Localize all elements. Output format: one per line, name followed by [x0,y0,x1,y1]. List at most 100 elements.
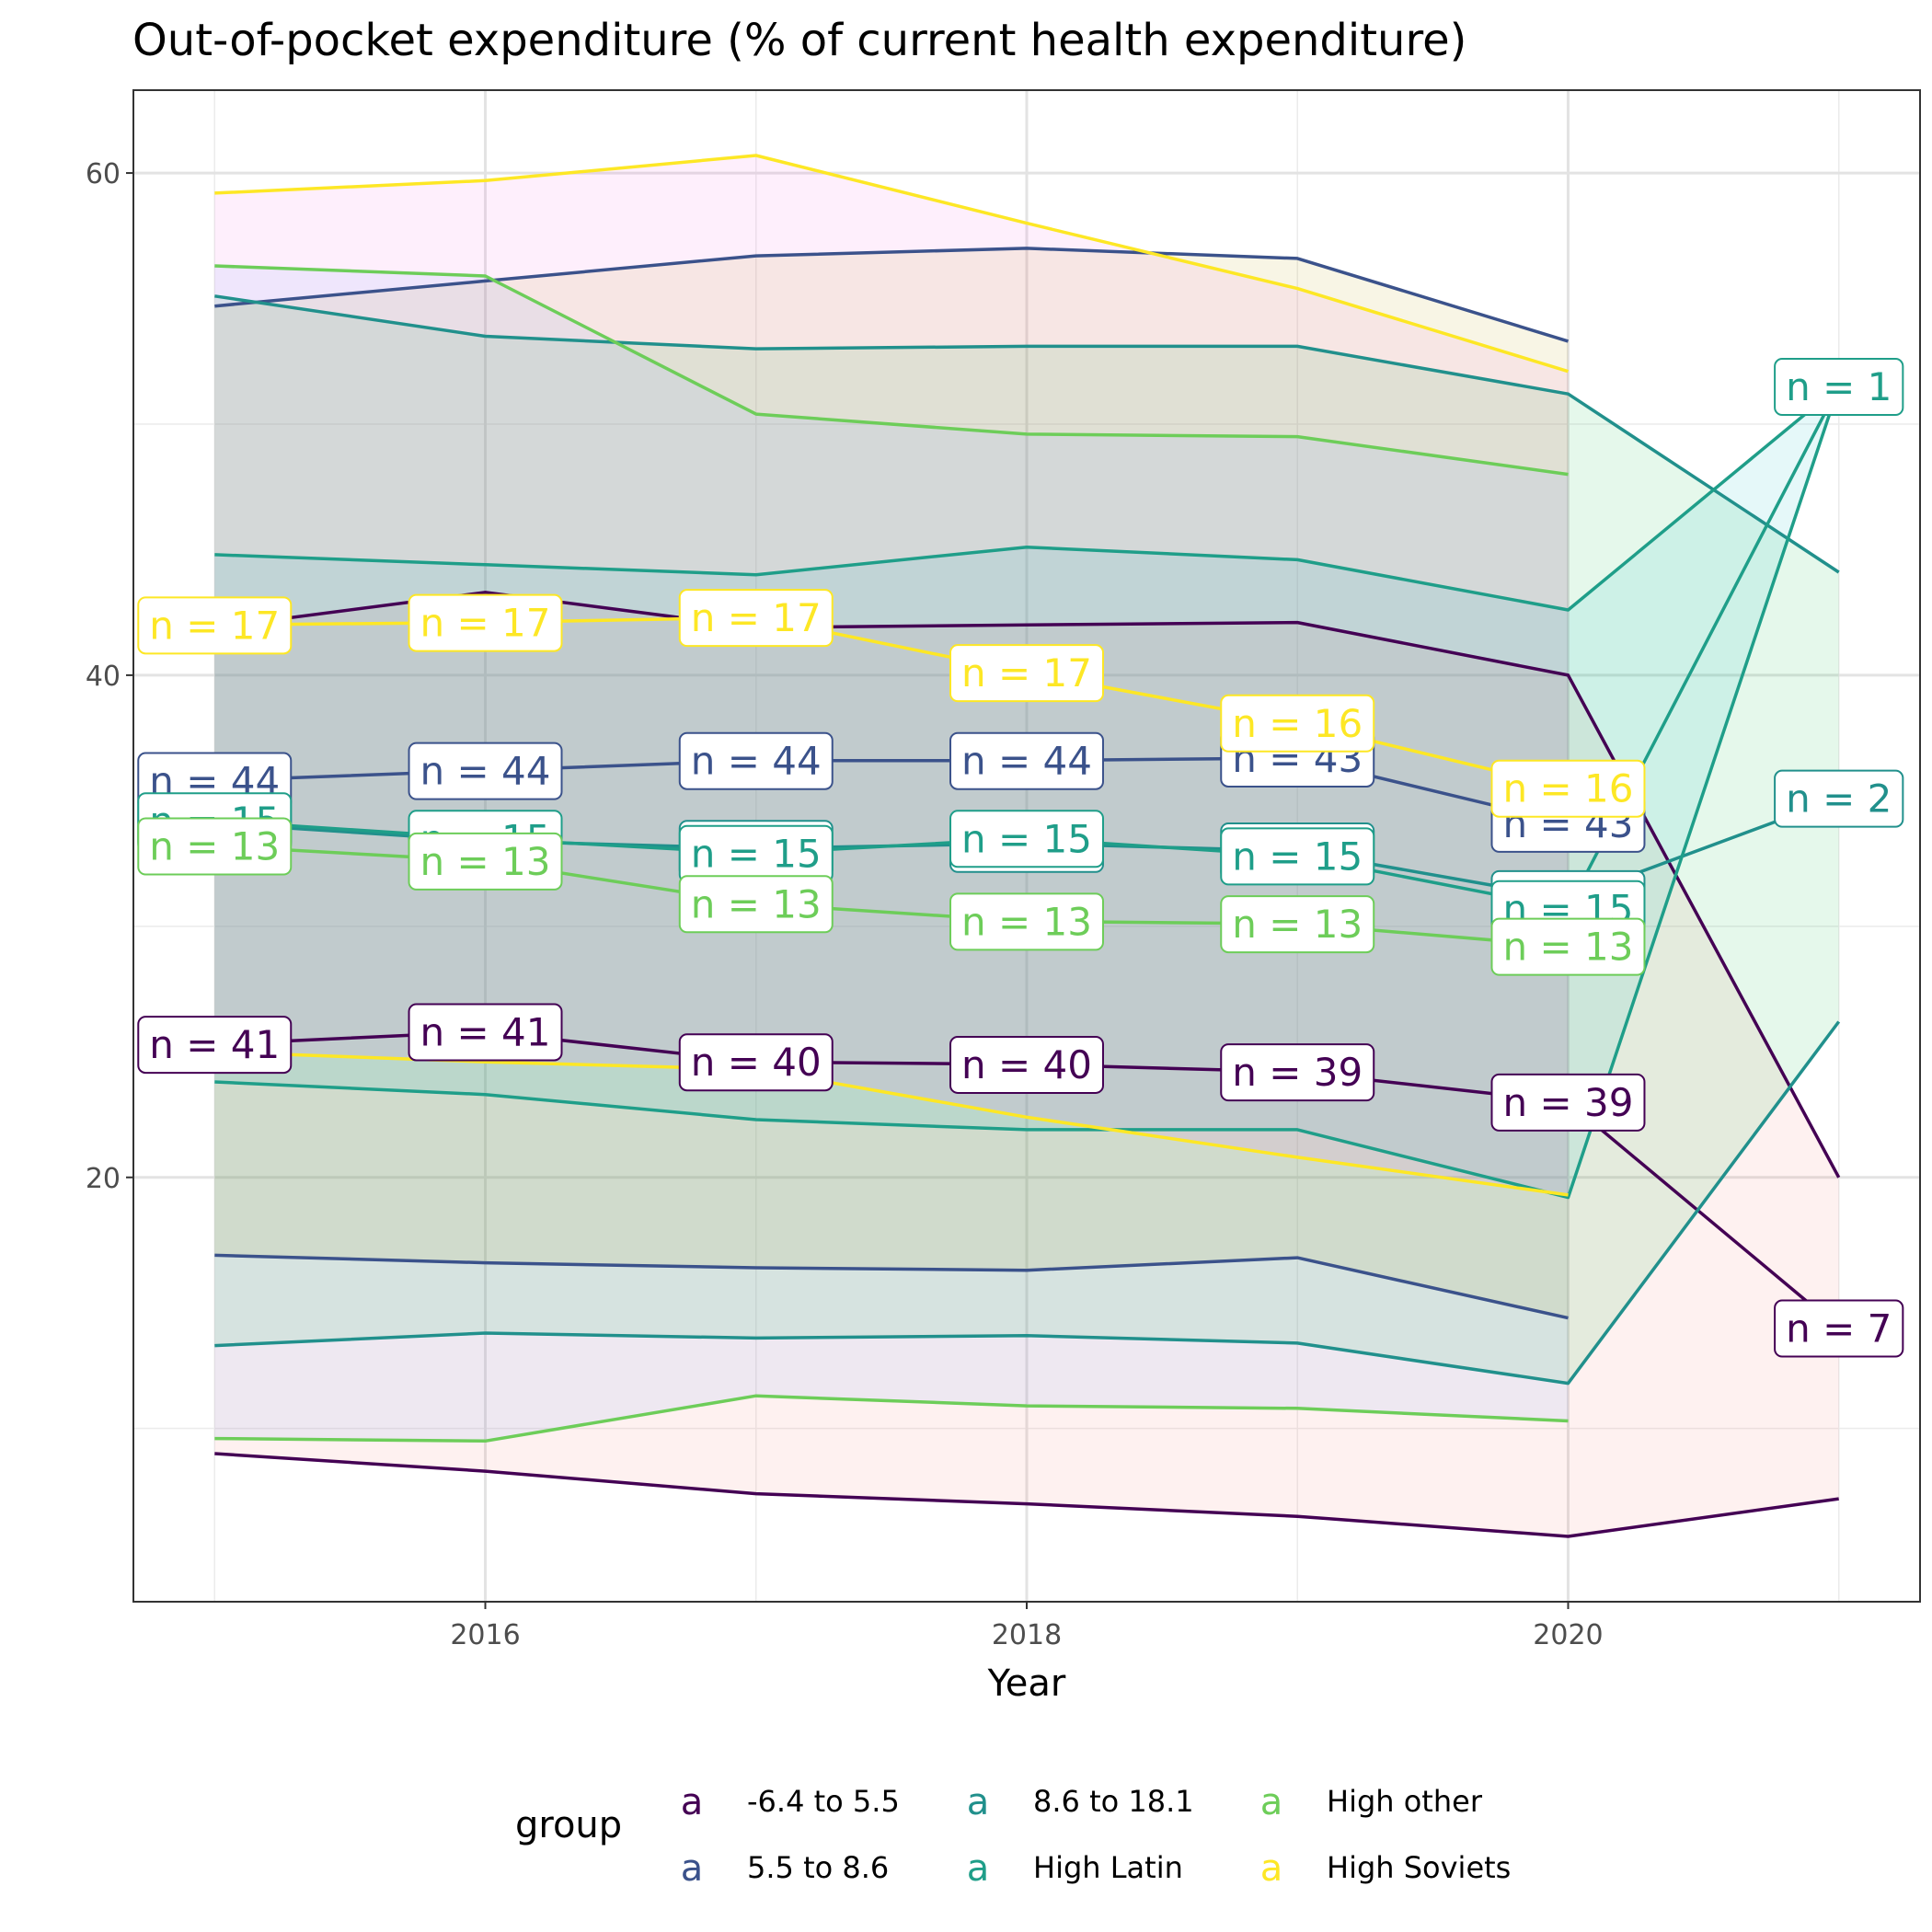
n-label: n = 16 [1490,759,1646,818]
n-label: n = 15 [949,810,1104,868]
n-label: n = 44 [678,731,834,790]
n-label-text: n = 15 [691,832,822,877]
n-label-box [1490,759,1646,818]
n-label-text: n = 39 [1503,1080,1634,1125]
n-label-box [949,810,1104,868]
x-tick-label: 2018 [992,1619,1062,1651]
n-label: n = 40 [949,1035,1104,1094]
n-label: n = 44 [949,731,1104,790]
n-label: n = 39 [1490,1073,1646,1132]
n-label-text: n = 13 [1503,925,1634,970]
n-label-box [949,1035,1104,1094]
n-label-box [1774,358,1904,417]
legend-key: a [681,1847,704,1890]
n-label-text: n = 13 [420,839,551,884]
y-tick-label: 20 [86,1163,121,1195]
n-label: n = 13 [1220,895,1375,954]
n-label-box [408,742,563,800]
legend-key: a [681,1781,704,1823]
n-label: n = 44 [408,742,563,800]
n-label-text: n = 44 [420,749,551,794]
legend-key: a [1260,1847,1283,1890]
n-label-text: n = 13 [149,824,280,869]
series-line-upper [214,385,1840,612]
legend-label: High other [1327,1784,1483,1819]
legend-label: -6.4 to 5.5 [747,1784,900,1819]
n-label-box [949,892,1104,951]
n-label: n = 7 [1774,1299,1904,1358]
n-label: n = 41 [408,1003,563,1062]
n-label-text: n = 17 [691,595,822,640]
legend-label: High Soviets [1327,1850,1511,1885]
n-label-box [1774,769,1904,828]
series-line-upper [214,294,1840,574]
series-line-upper [214,154,1570,374]
n-label-box [137,1016,293,1075]
n-label-box [1490,917,1646,976]
n-label: n = 17 [949,644,1104,703]
n-label: n = 15 [678,824,834,883]
n-label-text: n = 13 [961,899,1092,944]
n-label: n = 16 [1220,694,1375,753]
n-label: n = 13 [1490,917,1646,976]
n-label-box [949,731,1104,790]
x-tick-label: 2016 [450,1619,520,1651]
legend-key: a [967,1781,990,1823]
n-label-box [137,817,293,876]
n-label-text: n = 15 [1232,834,1363,879]
n-label-text: n = 16 [1232,701,1363,746]
n-label-text: n = 2 [1786,776,1892,822]
n-label-box [408,1003,563,1062]
n-label-text: n = 17 [420,601,551,646]
n-label-text: n = 13 [1232,902,1363,947]
legend-item: a -6.4 to 5.5 [681,1781,900,1823]
legend-item: a 8.6 to 18.1 [967,1781,1194,1823]
n-label-text: n = 44 [691,739,822,784]
n-label-text: n = 7 [1786,1306,1892,1351]
label-layer: n = 41 n = 41 n = 40 n = 40 n = 39 n = 39 n = … [137,358,1904,1358]
n-label: n = 13 [408,832,563,891]
n-label-text: n = 15 [961,816,1092,861]
n-label: n = 13 [678,875,834,934]
n-label-text: n = 44 [961,739,1092,784]
n-label-box [678,1033,834,1092]
n-label-text: n = 1 [1786,364,1892,409]
n-label-text: n = 39 [1232,1050,1363,1095]
legend-label: High Latin [1033,1850,1183,1885]
n-label-box [408,593,563,652]
series-line-lower [214,1394,1569,1443]
n-label-box [678,731,834,790]
n-label-box [1220,895,1375,954]
series-line-lower [214,1452,1839,1538]
n-label-text: n = 40 [961,1042,1092,1087]
legend-item: a High Latin [967,1847,1183,1890]
n-label-box [1774,1299,1904,1358]
n-label: n = 41 [137,1016,293,1075]
y-tick-label: 60 [86,158,121,190]
x-axis-title: Year [987,1662,1066,1705]
n-label: n = 2 [1774,769,1904,828]
n-label-box [408,832,563,891]
legend-item: a 5.5 to 8.6 [681,1847,890,1890]
n-label-box [678,589,834,648]
n-label-box [1220,827,1375,886]
series-line-lower [214,1253,1569,1320]
legend-item: a High other [1260,1781,1483,1823]
n-label-box [137,596,293,655]
n-label: n = 1 [1774,358,1904,417]
n-label: n = 13 [949,892,1104,951]
legend: group a -6.4 to 5.5 a 5.5 to 8.6 a 8.6 to 18.1… [515,1781,1511,1890]
series-line-lower [214,1020,1841,1386]
n-label-box [1220,694,1375,753]
n-label-text: n = 16 [1503,766,1634,811]
series-line-upper [214,591,1841,1179]
n-label-text: n = 40 [691,1040,822,1085]
n-label-box [1490,1073,1646,1132]
n-label-box [1220,1043,1375,1102]
n-label-box [949,644,1104,703]
legend-label: 5.5 to 8.6 [747,1850,889,1885]
y-tick-label: 40 [86,661,121,693]
n-label: n = 39 [1220,1043,1375,1102]
